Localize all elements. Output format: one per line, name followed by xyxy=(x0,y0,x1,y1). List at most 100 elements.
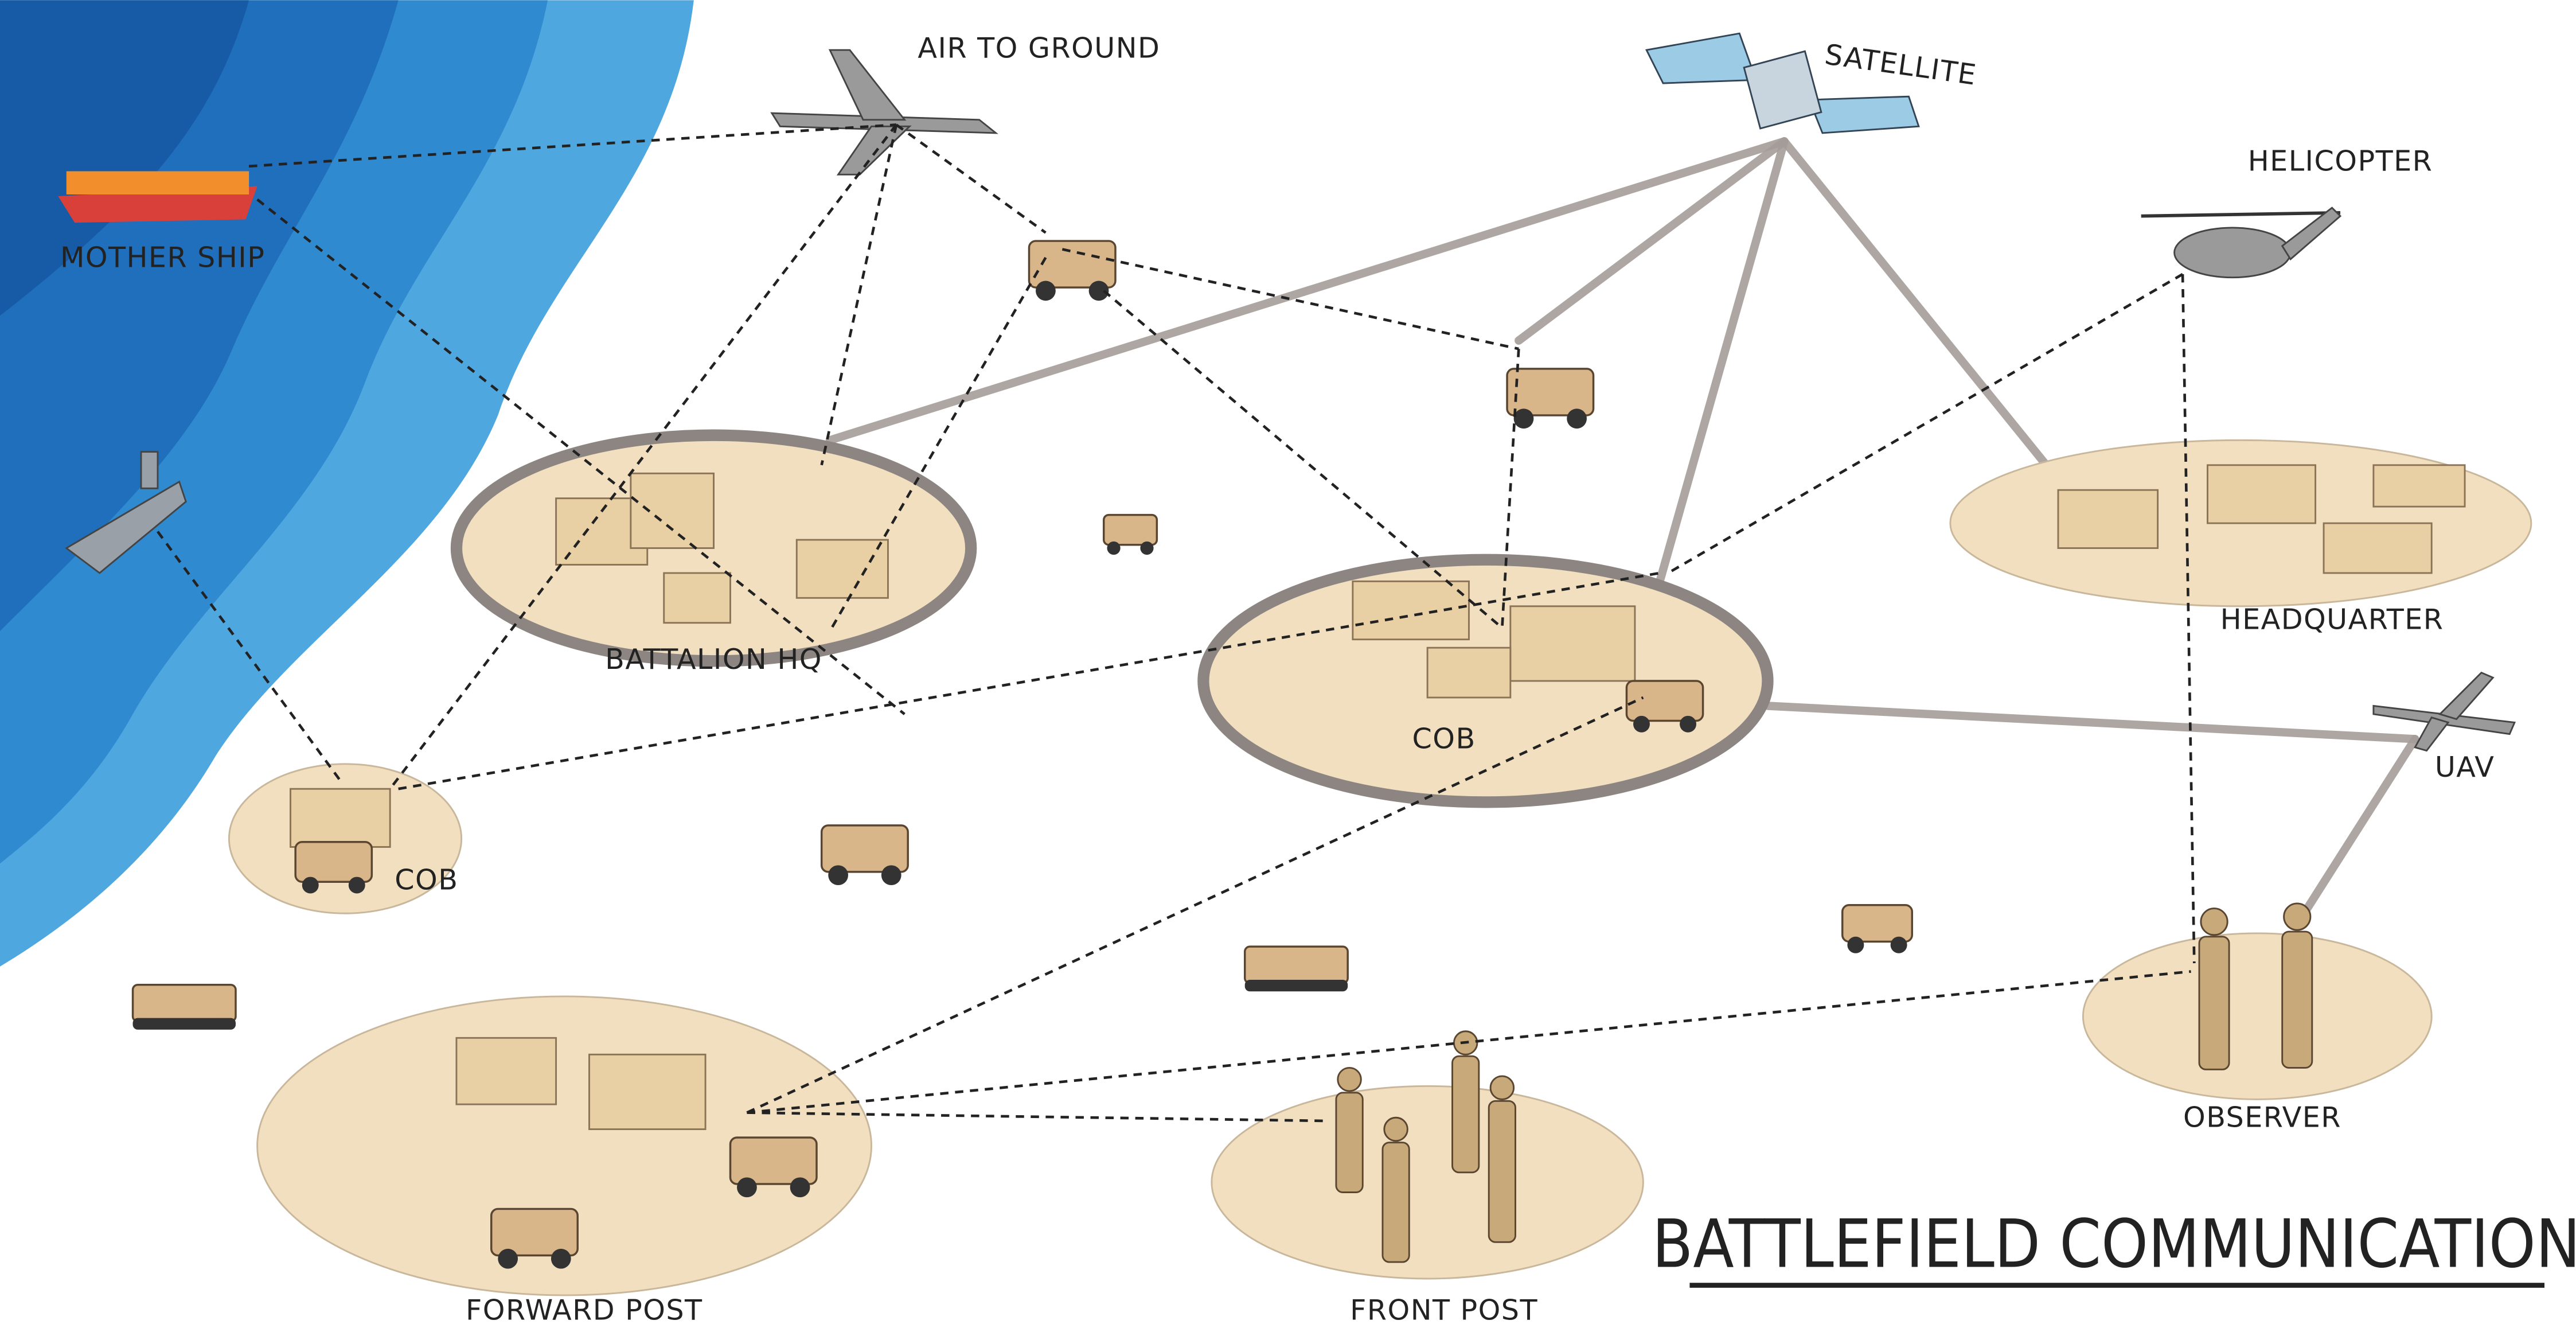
shape xyxy=(1656,137,1789,586)
buildings xyxy=(290,464,2466,1130)
shape xyxy=(2207,464,2317,524)
shape xyxy=(825,137,1789,445)
shape xyxy=(2414,716,2450,752)
shape xyxy=(348,877,365,894)
shape xyxy=(1383,1116,1408,1142)
shape xyxy=(65,480,187,574)
shape xyxy=(294,841,373,883)
shape xyxy=(131,983,237,1023)
shape xyxy=(836,125,912,176)
shape xyxy=(1506,368,1595,429)
shape xyxy=(1509,605,1636,682)
shape xyxy=(1847,936,1864,953)
shape xyxy=(256,995,872,1296)
shape xyxy=(820,824,909,873)
shape xyxy=(1102,513,1158,555)
shape xyxy=(1451,1030,1480,1174)
shape xyxy=(881,865,901,886)
shape xyxy=(1140,541,1154,555)
shape xyxy=(1567,408,1587,429)
shape xyxy=(1488,1075,1516,1243)
shape xyxy=(58,186,257,223)
shape xyxy=(455,1037,557,1105)
shape xyxy=(140,451,159,489)
shape xyxy=(1625,680,1704,722)
shape xyxy=(1381,1116,1410,1263)
shape xyxy=(1763,702,2419,743)
soldiers xyxy=(1335,902,2313,1263)
node-label: FRONT POST xyxy=(1350,1293,1538,1326)
shape xyxy=(1335,1092,1364,1193)
shape xyxy=(290,788,391,848)
shape xyxy=(770,112,998,134)
shape xyxy=(0,0,249,316)
plane-icon xyxy=(770,49,998,176)
shape xyxy=(2281,902,2313,1069)
shape xyxy=(1381,1142,1410,1263)
shape xyxy=(746,696,1644,1114)
node-label: HEADQUARTER xyxy=(2220,602,2444,636)
shape xyxy=(1808,95,1920,134)
shape xyxy=(1088,281,1109,301)
mother-ship-icon xyxy=(58,171,257,223)
shape xyxy=(1501,349,1520,628)
shape xyxy=(2281,930,2313,1069)
shape xyxy=(450,429,977,667)
shape xyxy=(1061,248,1519,350)
shape xyxy=(2200,908,2228,936)
shape xyxy=(249,123,897,168)
title: BATTLEFIELD COMMUNICATION xyxy=(1652,1206,2576,1283)
shape xyxy=(389,124,897,790)
node-label: SATELLITE xyxy=(1822,37,1978,92)
shape xyxy=(1103,290,1503,629)
shape xyxy=(630,472,715,549)
node-label: FORWARD POST xyxy=(466,1293,702,1326)
shape xyxy=(2057,489,2159,549)
shape xyxy=(1102,513,1158,546)
satellite-icon xyxy=(1645,32,1920,134)
vehicles xyxy=(131,240,1914,1269)
shape xyxy=(2323,522,2433,574)
shape xyxy=(1506,368,1595,416)
shape xyxy=(828,865,849,886)
shape xyxy=(1841,904,1914,953)
shape xyxy=(2294,735,2419,926)
shape xyxy=(2283,902,2312,931)
shape xyxy=(1211,1085,1644,1280)
shape xyxy=(551,1248,571,1269)
shape xyxy=(2372,704,2516,735)
uav-icon xyxy=(2372,671,2516,752)
node-label: UAV xyxy=(2435,750,2495,784)
shape xyxy=(1244,945,1349,992)
shape xyxy=(132,1018,236,1030)
shape xyxy=(2173,227,2292,279)
helicopter-icon xyxy=(2141,207,2342,279)
shape xyxy=(1489,1075,1515,1100)
shape xyxy=(2281,207,2342,261)
warship-icon xyxy=(65,451,187,574)
shape xyxy=(398,571,1660,790)
shape xyxy=(1451,1055,1480,1174)
shape xyxy=(302,877,319,894)
shape xyxy=(2198,936,2230,1070)
shape xyxy=(737,1177,757,1198)
node-label: AIR TO GROUND xyxy=(918,32,1160,65)
shape xyxy=(256,198,905,715)
shape xyxy=(663,572,731,624)
shape xyxy=(1515,137,1789,345)
shape xyxy=(1337,1066,1362,1092)
shape xyxy=(790,1177,810,1198)
shape xyxy=(2082,932,2433,1100)
shape xyxy=(729,1136,818,1198)
shape xyxy=(828,49,907,121)
satellite-links xyxy=(825,137,2419,926)
shape xyxy=(157,531,342,782)
shape xyxy=(1488,1100,1516,1243)
shape xyxy=(1667,272,2184,574)
shape xyxy=(820,124,898,466)
shape xyxy=(2181,274,2196,964)
shape xyxy=(1107,541,1121,555)
shape xyxy=(1335,1066,1364,1193)
